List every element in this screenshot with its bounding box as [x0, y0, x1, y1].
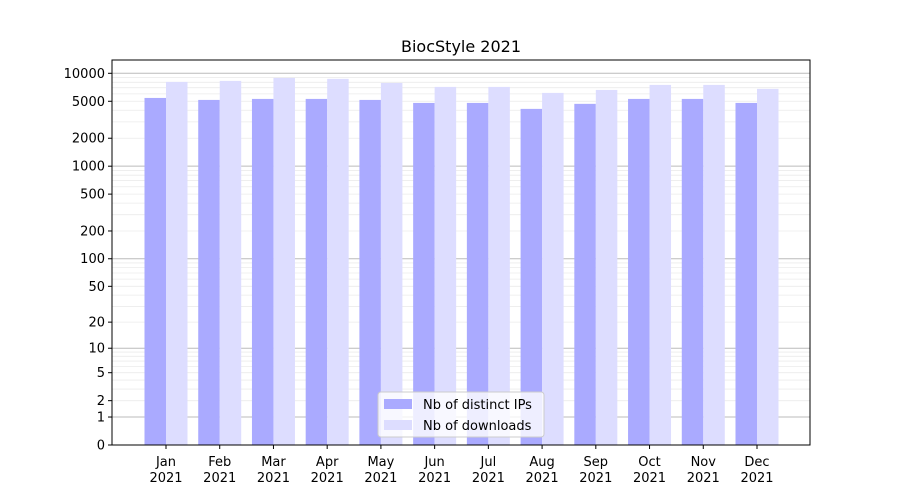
y-axis: 0 1 2 5 10 20 50 100 200 500 1000 2000 5000 10000	[64, 67, 112, 454]
y-tick-label: 20	[88, 316, 105, 331]
x-tick-label-year: 2021	[526, 471, 559, 486]
bar-downloads	[327, 78, 349, 446]
bar-distinct-ips	[681, 98, 704, 445]
chart-title: BiocStyle 2021	[401, 37, 521, 56]
x-tick-label-month: Mar	[261, 455, 286, 470]
y-tick-label: 10	[88, 342, 105, 357]
y-tick-label: 5	[97, 366, 105, 381]
y-tick-label: 200	[80, 224, 105, 239]
y-tick-label: 50	[88, 280, 105, 295]
x-tick-label-year: 2021	[257, 471, 290, 486]
x-axis: Jan2021Feb2021Mar2021Apr2021May2021Jun20…	[149, 445, 774, 486]
legend: Nb of distinct IPs Nb of downloads	[377, 391, 545, 438]
bars	[144, 77, 779, 446]
legend-label: Nb of distinct IPs	[423, 398, 532, 413]
bar-distinct-ips	[359, 99, 381, 446]
x-tick-label-month: Jan	[155, 455, 176, 470]
bar-distinct-ips	[251, 98, 274, 445]
x-tick-label-month: Aug	[529, 455, 554, 470]
bar-downloads	[380, 82, 403, 445]
bar-distinct-ips	[144, 97, 166, 446]
y-tick-label: 500	[80, 188, 105, 203]
x-tick-label-year: 2021	[633, 471, 666, 486]
legend-box	[377, 391, 545, 438]
bar-downloads	[166, 81, 188, 445]
bar-distinct-ips	[520, 108, 543, 445]
x-tick-label-year: 2021	[687, 471, 720, 486]
bar-distinct-ips	[574, 103, 596, 445]
y-tick-label: 1000	[72, 160, 105, 175]
bar-downloads	[649, 84, 672, 446]
bar-distinct-ips	[628, 98, 650, 445]
y-tick-label: 0	[97, 439, 105, 454]
bar-downloads	[488, 86, 510, 446]
x-tick-label-year: 2021	[472, 471, 505, 486]
x-tick-label-year: 2021	[579, 471, 612, 486]
x-tick-label-year: 2021	[203, 471, 236, 486]
x-tick-label-year: 2021	[740, 471, 773, 486]
x-tick-label-month: May	[367, 455, 394, 470]
bar-downloads	[703, 84, 725, 446]
legend-swatch	[384, 399, 412, 409]
y-tick-label: 1	[97, 411, 105, 426]
x-tick-label-month: Jul	[480, 455, 497, 470]
y-tick-label: 5000	[72, 95, 105, 110]
bar-distinct-ips	[466, 102, 489, 445]
x-tick-label-month: Nov	[691, 455, 717, 470]
x-tick-label-month: Oct	[638, 455, 660, 470]
bar-distinct-ips	[413, 102, 435, 445]
y-tick-label: 10000	[64, 67, 105, 82]
y-tick-label: 100	[80, 252, 105, 267]
bar-downloads	[219, 80, 242, 445]
bar-downloads	[273, 77, 295, 445]
x-tick-label-year: 2021	[149, 471, 182, 486]
x-tick-label-month: Sep	[584, 455, 609, 470]
x-tick-label-month: Dec	[744, 455, 769, 470]
y-tick-label: 2	[97, 394, 105, 409]
x-tick-label-year: 2021	[364, 471, 397, 486]
legend-swatch	[384, 420, 412, 430]
bar-distinct-ips	[305, 98, 328, 445]
x-tick-label-month: Jun	[423, 455, 444, 470]
legend-label: Nb of downloads	[423, 419, 532, 434]
x-tick-label-month: Feb	[208, 455, 231, 470]
y-tick-label: 2000	[72, 132, 105, 147]
bar-distinct-ips	[735, 102, 757, 445]
x-tick-label-month: Apr	[316, 455, 339, 470]
plot-frame	[111, 59, 811, 446]
x-tick-label-year: 2021	[418, 471, 451, 486]
bar-downloads	[542, 92, 564, 445]
bar-distinct-ips	[198, 99, 220, 446]
bar-downloads	[757, 88, 779, 445]
x-tick-label-year: 2021	[311, 471, 344, 486]
bar-downloads	[434, 86, 457, 446]
bar-downloads	[595, 89, 618, 445]
